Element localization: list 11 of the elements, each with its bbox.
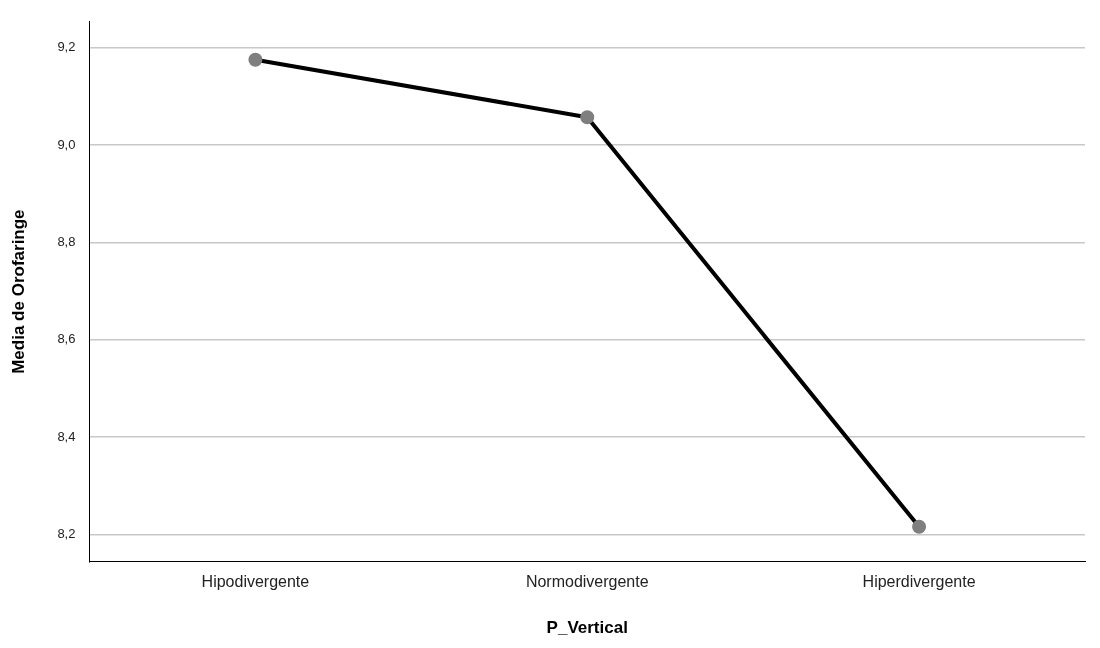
x-tick-label: Normodivergente	[525, 573, 649, 591]
y-axis-title: Media de Orofaringe	[8, 209, 28, 374]
y-tick-label: 8,2	[57, 526, 76, 542]
y-tick-label: 9,0	[57, 136, 76, 152]
x-tick-label: Hipodivergente	[201, 573, 310, 591]
y-tick-label: 8,6	[57, 331, 76, 347]
x-axis-title: P_Vertical	[546, 618, 628, 638]
y-tick-label: 9,2	[57, 39, 76, 55]
y-tick-label: 8,4	[57, 428, 76, 444]
y-tick-label: 8,8	[57, 233, 76, 249]
x-tick-label: Hiperdivergente	[862, 573, 976, 591]
